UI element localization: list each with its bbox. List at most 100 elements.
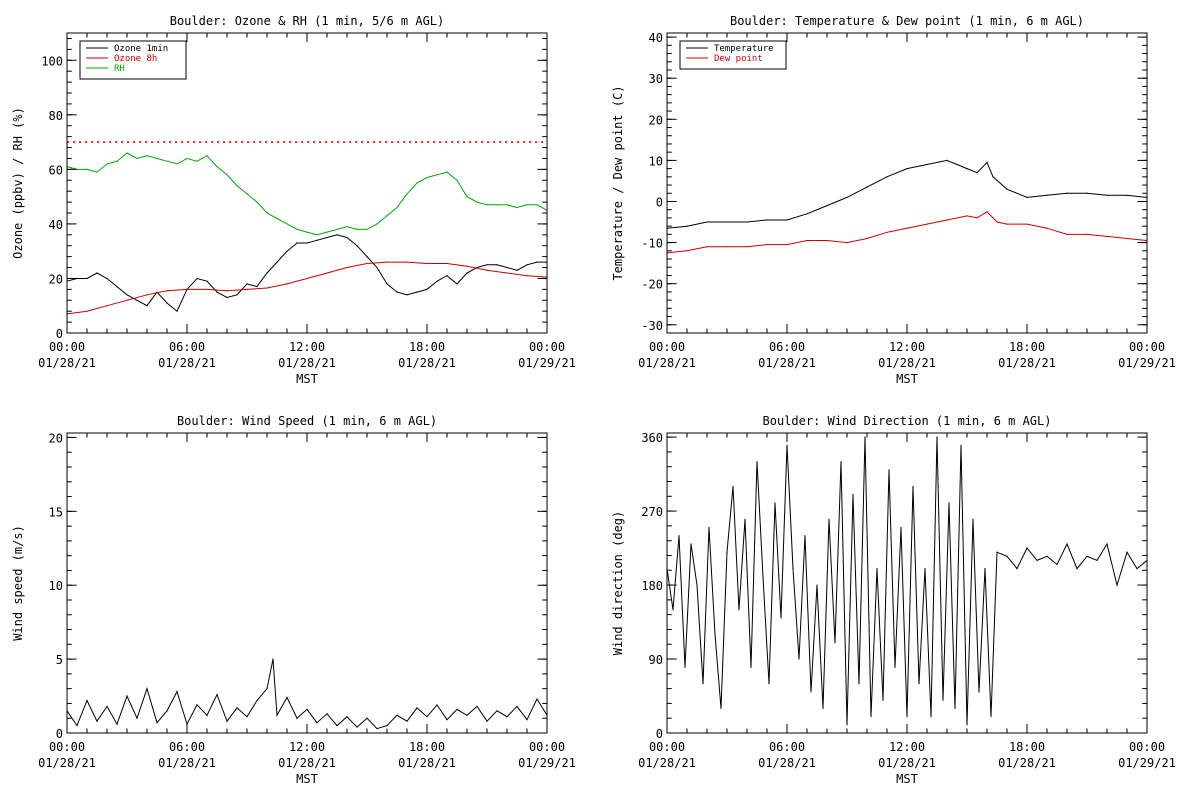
- data-point-0-5: [116, 723, 118, 725]
- data-point-0-28: [834, 641, 836, 644]
- data-point-0-7: [136, 717, 138, 719]
- data-point-0-7: [806, 213, 808, 215]
- data-point-0-13: [744, 518, 746, 520]
- data-point-0-18: [246, 283, 248, 285]
- data-point-0-7: [708, 526, 710, 529]
- data-point-2-41: [476, 201, 478, 203]
- data-point-0-2: [706, 221, 708, 223]
- data-point-0-5: [766, 219, 768, 221]
- data-point-0-6: [786, 219, 788, 221]
- data-point-0-3: [96, 720, 98, 722]
- data-point-0-67: [1116, 584, 1118, 586]
- data-point-1-21: [486, 269, 488, 271]
- data-point-0-2: [678, 535, 680, 537]
- data-point-0-26: [326, 236, 328, 239]
- data-point-0-25: [816, 584, 818, 586]
- data-point-0-15: [216, 291, 218, 293]
- data-point-2-32: [386, 215, 388, 217]
- data-point-0-24: [810, 691, 812, 693]
- data-point-0-64: [1086, 555, 1088, 557]
- y-tick-label: 40: [49, 218, 63, 232]
- data-point-0-21: [1026, 196, 1028, 198]
- data-point-0-41: [466, 714, 468, 716]
- x-tick-date-label: 01/28/21: [278, 356, 336, 370]
- data-point-0-42: [918, 683, 920, 685]
- data-point-0-48: [536, 698, 538, 700]
- y-tick-label: 0: [656, 727, 663, 741]
- data-point-0-8: [146, 305, 148, 307]
- data-point-0-45: [516, 269, 518, 271]
- data-point-0-11: [176, 310, 178, 312]
- data-point-0-50: [966, 724, 968, 726]
- data-point-0-48: [954, 707, 956, 709]
- data-point-0-16: [226, 720, 228, 722]
- data-point-0-9: [846, 196, 848, 198]
- x-tick-time-label: 12:00: [289, 340, 325, 354]
- data-point-0-14: [750, 666, 752, 668]
- data-point-0-68: [1126, 551, 1128, 553]
- data-point-2-33: [396, 206, 398, 209]
- data-point-0-40: [456, 708, 458, 710]
- data-point-0-41: [912, 485, 914, 488]
- data-point-0-6: [702, 683, 704, 685]
- y-tick-label: 10: [49, 579, 63, 593]
- data-point-2-44: [506, 204, 508, 206]
- data-point-0-9: [720, 707, 722, 709]
- x-tick-time-label: 00:00: [649, 740, 685, 754]
- data-point-1-23: [1086, 233, 1088, 235]
- y-tick-label: 0: [56, 327, 63, 341]
- x-tick-date-label: 01/28/21: [998, 756, 1056, 770]
- chart-title: Boulder: Ozone & RH (1 min, 5/6 m AGL): [170, 14, 445, 28]
- legend-label: Ozone 1min: [114, 44, 168, 54]
- data-point-0-18: [246, 716, 248, 718]
- data-point-2-42: [486, 204, 488, 206]
- x-axis-label: MST: [896, 772, 918, 786]
- data-point-0-30: [356, 726, 358, 728]
- data-point-0-15: [216, 693, 218, 696]
- data-point-1-4: [746, 246, 748, 248]
- data-point-0-16: [966, 168, 968, 170]
- x-axis-label: MST: [896, 372, 918, 386]
- x-tick-date-label: 01/28/21: [638, 756, 696, 770]
- data-point-0-35: [876, 568, 878, 570]
- data-point-1-10: [266, 287, 268, 289]
- data-point-0-20: [786, 444, 788, 446]
- y-tick-label: 20: [49, 431, 63, 445]
- data-point-0-12: [738, 609, 740, 611]
- data-point-0-23: [286, 696, 288, 699]
- data-point-0-23: [296, 242, 298, 244]
- chart-title: Boulder: Wind Direction (1 min, 6 m AGL): [763, 414, 1052, 428]
- x-tick-time-label: 00:00: [529, 740, 565, 754]
- data-point-0-44: [930, 715, 932, 718]
- data-point-0-63: [1076, 568, 1078, 570]
- y-tick-label: 20: [49, 272, 63, 286]
- data-point-0-25: [316, 239, 318, 241]
- data-point-0-60: [1046, 555, 1048, 557]
- data-point-0-45: [936, 436, 938, 438]
- x-tick-date-label: 01/28/21: [758, 356, 816, 370]
- data-point-0-34: [396, 714, 398, 716]
- data-point-0-5: [696, 584, 698, 586]
- data-point-1-21: [1046, 227, 1048, 229]
- data-point-0-10: [166, 710, 168, 712]
- data-point-0-24: [1086, 192, 1088, 194]
- series-line-2: [66, 152, 548, 236]
- data-point-0-6: [126, 695, 128, 697]
- data-point-0-38: [894, 666, 896, 668]
- data-point-2-38: [446, 171, 448, 173]
- data-point-0-26: [822, 707, 824, 709]
- data-point-2-14: [206, 155, 208, 157]
- data-point-0-37: [436, 280, 438, 282]
- data-point-1-9: [846, 241, 848, 244]
- data-point-0-16: [226, 296, 228, 299]
- data-point-0-19: [780, 617, 782, 619]
- data-point-0-19: [256, 286, 258, 288]
- x-axis-label: MST: [296, 372, 318, 386]
- data-point-0-31: [376, 266, 378, 269]
- data-point-1-20: [466, 265, 468, 267]
- x-tick-time-label: 00:00: [649, 340, 685, 354]
- data-point-0-8: [826, 205, 828, 207]
- data-point-0-15: [956, 163, 958, 166]
- x-tick-time-label: 18:00: [409, 740, 445, 754]
- data-point-1-19: [1006, 223, 1008, 225]
